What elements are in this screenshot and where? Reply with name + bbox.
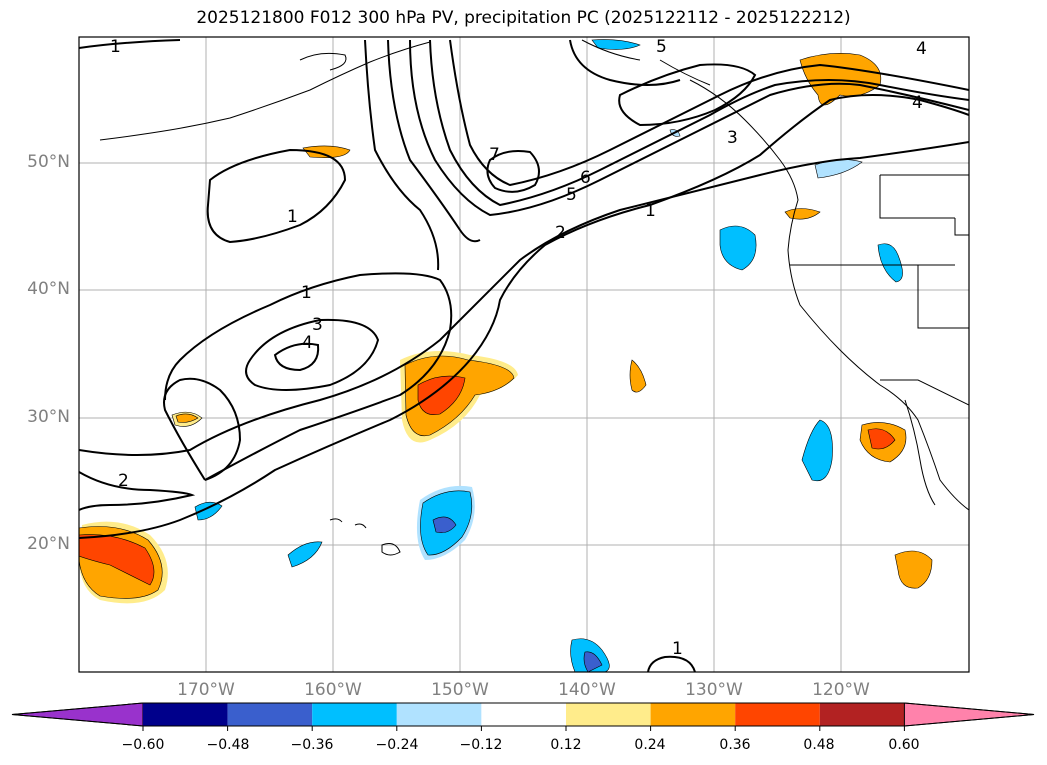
map-title: 2025121800 F012 300 hPa PV, precipitatio… xyxy=(196,8,851,28)
colorbar-tick: −0.60 xyxy=(121,737,165,753)
colorbar-swatch xyxy=(143,703,228,726)
lat-label-30n: 30°N xyxy=(27,407,70,427)
colorbar-swatch xyxy=(481,703,566,726)
lon-label-120w: 120°W xyxy=(812,680,870,700)
colorbar-extend-max xyxy=(903,702,1035,727)
hawaii-islands xyxy=(329,518,401,556)
lon-label-130w: 130°W xyxy=(685,680,743,700)
contour-label: 1 xyxy=(672,639,683,659)
contour-label: 2 xyxy=(555,223,566,243)
lon-label-140w: 140°W xyxy=(558,680,616,700)
colorbar-swatch xyxy=(650,703,736,726)
contour-label: 1 xyxy=(645,201,656,221)
colorbar-tick: 0.24 xyxy=(634,737,666,753)
lat-label-50n: 50°N xyxy=(27,152,70,172)
lon-label-160w: 160°W xyxy=(304,680,362,700)
colorbar-extend-min xyxy=(11,702,144,727)
pv-contours xyxy=(79,39,969,672)
lat-label-20n: 20°N xyxy=(27,534,70,554)
contour-label: 7 xyxy=(489,145,500,165)
colorbar-tick: 0.60 xyxy=(888,737,920,753)
gridlines xyxy=(79,37,969,672)
contour-label: 5 xyxy=(566,185,577,205)
precip-negative xyxy=(194,39,903,672)
colorbar-tick: −0.36 xyxy=(290,737,334,753)
contour-label: 4 xyxy=(912,93,923,113)
contour-label: 5 xyxy=(656,37,667,57)
precip-positive xyxy=(79,53,933,604)
contour-label: 3 xyxy=(312,315,323,335)
contour-label: 4 xyxy=(302,333,313,353)
colorbar-swatch xyxy=(566,703,651,726)
colorbar-tick: −0.48 xyxy=(206,737,250,753)
colorbar-tick: −0.12 xyxy=(459,737,503,753)
lat-label-40n: 40°N xyxy=(27,279,70,299)
colorbar-tick: 0.48 xyxy=(803,737,835,753)
colorbar xyxy=(11,702,1035,731)
contour-label: 4 xyxy=(916,39,927,59)
colorbar-tick: 0.12 xyxy=(550,737,582,753)
colorbar-swatch xyxy=(819,703,905,726)
contour-label: 1 xyxy=(287,207,298,227)
colorbar-tick: 0.36 xyxy=(719,737,751,753)
contour-label: 1 xyxy=(110,37,121,57)
colorbar-tick: −0.24 xyxy=(375,737,419,753)
contour-label: 3 xyxy=(727,128,738,148)
colorbar-swatch xyxy=(735,703,820,726)
lon-label-150w: 150°W xyxy=(431,680,489,700)
map-frame xyxy=(78,36,970,673)
contour-label: 1 xyxy=(301,283,312,303)
colorbar-swatch xyxy=(396,703,482,726)
contour-labels: 1 1 1 1 1 2 2 3 4 4 4 5 5 6 7 3 xyxy=(110,37,927,659)
colorbar-swatch xyxy=(227,703,313,726)
lon-label-170w: 170°W xyxy=(177,680,235,700)
colorbar-swatch xyxy=(312,703,397,726)
contour-label: 2 xyxy=(118,471,129,491)
contour-label: 6 xyxy=(580,168,591,188)
coastlines xyxy=(99,39,969,511)
